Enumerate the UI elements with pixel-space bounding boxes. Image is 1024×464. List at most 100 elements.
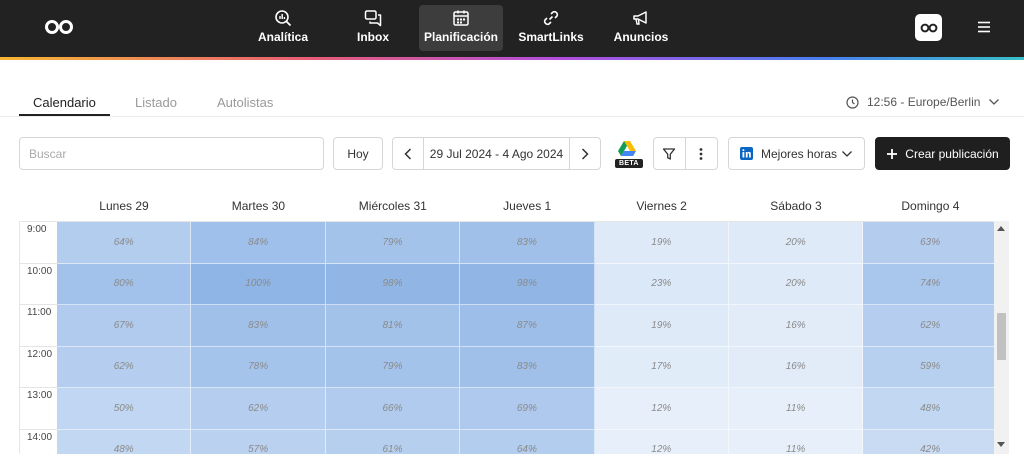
heatmap-cell[interactable]: 57% <box>191 429 326 454</box>
date-range-label[interactable]: 29 Jul 2024 - 4 Ago 2024 <box>429 146 564 161</box>
scroll-thumb[interactable] <box>997 313 1006 360</box>
heatmap-cell[interactable]: 42% <box>863 429 998 454</box>
hour-label: 14:00 <box>27 431 53 443</box>
analytics-icon <box>275 10 292 27</box>
active-tab-indicator <box>19 114 110 116</box>
day-header: Lunes 29 <box>99 199 149 213</box>
hour-divider <box>20 345 57 347</box>
heatmap-cell[interactable]: 80% <box>57 263 192 305</box>
tab-calendario[interactable]: Calendario <box>33 95 96 110</box>
heatmap-cell[interactable]: 62% <box>57 346 192 388</box>
chevron-left-icon <box>404 147 412 160</box>
day-header: Jueves 1 <box>503 199 552 213</box>
hour-label: 9:00 <box>27 224 47 235</box>
google-drive-button[interactable]: BETA <box>610 137 644 170</box>
heatmap-cell[interactable]: 20% <box>729 222 864 264</box>
nav-item-analitica[interactable]: Analítica <box>252 5 314 51</box>
more-vertical-icon <box>699 147 703 160</box>
app-logo-icon[interactable] <box>44 19 74 35</box>
nav-item-inbox[interactable]: Inbox <box>350 5 396 51</box>
heatmap-cell[interactable]: 19% <box>594 305 729 347</box>
linkedin-icon <box>740 147 753 160</box>
heatmap-cell[interactable]: 87% <box>460 305 595 347</box>
day-header: Domingo 4 <box>901 199 960 213</box>
heatmap-cell[interactable]: 64% <box>57 222 192 264</box>
heatmap-cell[interactable]: 20% <box>729 263 864 305</box>
tab-autolistas[interactable]: Autolistas <box>217 95 274 110</box>
heatmap-cell[interactable]: 98% <box>325 263 461 305</box>
heatmap-cell[interactable]: 67% <box>57 305 192 347</box>
heatmap-cell[interactable]: 12% <box>594 429 729 454</box>
google-drive-icon <box>618 141 636 156</box>
heatmap-cell[interactable]: 50% <box>57 388 192 430</box>
day-header: Martes 30 <box>231 199 286 213</box>
nav-item-planificacion[interactable]: Planificación <box>419 5 503 51</box>
heatmap-cell[interactable]: 59% <box>863 346 998 388</box>
heatmap-cell[interactable]: 69% <box>460 388 595 430</box>
heatmap-cell[interactable]: 11% <box>729 388 864 430</box>
timezone-selector[interactable]: 12:56 - Europe/Berlin <box>846 95 1000 109</box>
day-header: Viernes 2 <box>636 199 687 213</box>
chevron-down-icon <box>842 151 852 157</box>
timezone-label: 12:56 - Europe/Berlin <box>867 95 981 109</box>
heatmap-cell[interactable]: 16% <box>729 346 864 388</box>
create-post-label: Crear publicación <box>905 146 999 161</box>
heatmap-cell[interactable]: 48% <box>863 388 998 430</box>
heatmap-cell[interactable]: 84% <box>191 222 326 264</box>
heatmap-cell[interactable]: 64% <box>460 429 595 454</box>
tab-listado[interactable]: Listado <box>135 95 177 110</box>
more-options-button[interactable] <box>686 138 717 169</box>
heatmap-cell[interactable]: 66% <box>325 388 461 430</box>
hamburger-menu-icon[interactable] <box>976 19 992 35</box>
heatmap-cell[interactable]: 79% <box>325 346 461 388</box>
heatmap-cell[interactable]: 16% <box>729 305 864 347</box>
heatmap-cell[interactable]: 23% <box>594 263 729 305</box>
workspace-avatar[interactable] <box>915 14 942 41</box>
today-button[interactable]: Hoy <box>333 137 383 170</box>
heatmap-cell[interactable]: 62% <box>863 305 998 347</box>
heatmap-cell[interactable]: 100% <box>191 263 326 305</box>
heatmap-cell[interactable]: 62% <box>191 388 326 430</box>
heatmap-cell[interactable]: 83% <box>460 222 595 264</box>
hour-divider <box>20 262 57 264</box>
hour-divider <box>20 428 57 430</box>
best-hours-dropdown[interactable]: Mejores horas <box>728 137 865 170</box>
heatmap-cell[interactable]: 63% <box>863 222 998 264</box>
filter-actions-group <box>653 137 718 170</box>
link-icon <box>543 10 559 26</box>
scroll-up-arrow-icon[interactable] <box>997 226 1005 231</box>
hour-label: 10:00 <box>27 265 53 277</box>
hour-label: 13:00 <box>27 390 53 401</box>
scroll-down-arrow-icon[interactable] <box>997 442 1005 447</box>
heatmap-cell[interactable]: 79% <box>325 222 461 264</box>
heatmap-cell[interactable]: 17% <box>594 346 729 388</box>
heatmap-cell[interactable]: 83% <box>191 305 326 347</box>
previous-week-button[interactable] <box>393 138 424 169</box>
heatmap-cell[interactable]: 98% <box>460 263 595 305</box>
filter-button[interactable] <box>654 138 686 169</box>
heatmap-cell[interactable]: 19% <box>594 222 729 264</box>
heatmap-cell[interactable]: 83% <box>460 346 595 388</box>
day-header: Sábado 3 <box>770 199 822 213</box>
heatmap-cell[interactable]: 12% <box>594 388 729 430</box>
next-week-button[interactable] <box>569 138 600 169</box>
heatmap-cell[interactable]: 81% <box>325 305 461 347</box>
nav-label: SmartLinks <box>518 30 584 44</box>
heatmap-cell[interactable]: 78% <box>191 346 326 388</box>
nav-item-smartlinks[interactable]: SmartLinks <box>516 5 586 51</box>
calendar-scrollbar[interactable] <box>994 221 1009 454</box>
day-header: Miércoles 31 <box>358 199 427 213</box>
heatmap-cell[interactable]: 61% <box>325 429 461 454</box>
search-input[interactable] <box>19 137 324 170</box>
beta-badge: BETA <box>615 159 643 168</box>
workspace-logo-icon <box>920 23 937 32</box>
create-post-button[interactable]: Crear publicación <box>875 137 1010 170</box>
heatmap-cell[interactable]: 48% <box>57 429 192 454</box>
heatmap-cell[interactable]: 74% <box>863 263 998 305</box>
nav-label: Analítica <box>257 30 308 44</box>
heatmap-cell[interactable]: 11% <box>729 429 864 454</box>
nav-item-anuncios[interactable]: Anuncios <box>609 5 673 51</box>
chevron-right-icon <box>581 147 589 160</box>
tabs-divider <box>0 116 1024 117</box>
hour-divider <box>20 304 57 305</box>
